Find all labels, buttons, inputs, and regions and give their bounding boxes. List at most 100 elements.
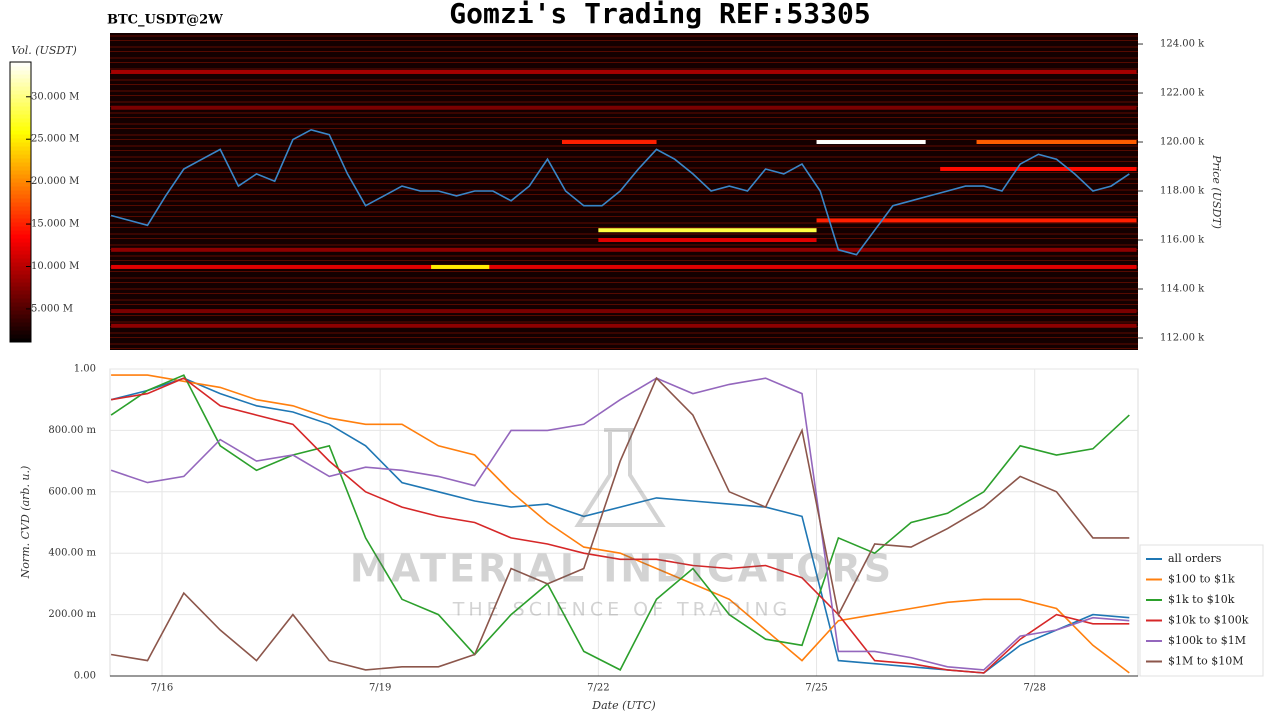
colorbar-segment	[10, 142, 31, 147]
colorbar-segment	[10, 138, 31, 143]
colorbar-segment	[10, 194, 31, 199]
heatmap-background	[110, 33, 1138, 350]
order-band	[562, 140, 657, 145]
x-tick-label: 7/25	[805, 683, 827, 694]
order-band	[431, 264, 490, 269]
order-band	[598, 238, 817, 243]
colorbar-segment	[10, 274, 31, 279]
x-axis-label: Date (UTC)	[591, 699, 655, 712]
colorbar-segment	[10, 162, 31, 167]
colorbar-segment	[10, 314, 31, 319]
colorbar-segment	[10, 198, 31, 203]
colorbar-tick-label: 15.000 M	[31, 219, 79, 230]
x-tick-label: 7/22	[587, 683, 609, 694]
colorbar-segment	[10, 298, 31, 303]
colorbar-label: Vol. (USDT)	[11, 44, 77, 57]
colorbar-tick-label: 20.000 M	[31, 176, 79, 187]
colorbar-segment	[10, 130, 31, 135]
colorbar-segment	[10, 166, 31, 171]
colorbar-segment	[10, 154, 31, 159]
order-band	[111, 264, 1137, 269]
y-axis-label: Norm. CVD (arb. u.)	[19, 466, 32, 580]
colorbar-segment	[10, 242, 31, 247]
x-tick-label: 7/19	[369, 683, 391, 694]
colorbar-segment	[10, 294, 31, 299]
order-band	[816, 140, 926, 145]
cvd-line	[110, 374, 1130, 671]
colorbar-segment	[10, 106, 31, 111]
order-band	[816, 218, 1137, 223]
colorbar-segment	[10, 254, 31, 259]
colorbar-segment	[10, 262, 31, 267]
order-band	[111, 69, 1137, 74]
colorbar-segment	[10, 182, 31, 187]
colorbar-segment	[10, 230, 31, 235]
colorbar-tick-label: 25.000 M	[31, 134, 79, 145]
colorbar-segment	[10, 118, 31, 123]
colorbar-segment	[10, 126, 31, 131]
colorbar-segment	[10, 70, 31, 75]
page-title: Gomzi's Trading REF:53305	[449, 0, 870, 30]
y-tick-label: 200.00 m	[48, 609, 96, 620]
colorbar-segment	[10, 110, 31, 115]
colorbar-segment	[10, 102, 31, 107]
colorbar-segment	[10, 214, 31, 219]
colorbar-segment	[10, 322, 31, 327]
colorbar-segment	[10, 226, 31, 231]
y-tick-label: 118.00 k	[1160, 186, 1205, 197]
y-tick-label: 400.00 m	[48, 548, 96, 559]
colorbar-tick-label: 5.000 M	[31, 303, 73, 314]
y-axis-label: Price (USDT)	[1210, 154, 1223, 229]
colorbar-segment	[10, 86, 31, 91]
legend-label: $1M to $10M	[1168, 655, 1244, 668]
colorbar-segment	[10, 310, 31, 315]
colorbar-segment	[10, 270, 31, 275]
colorbar-segment	[10, 98, 31, 103]
colorbar-segment	[10, 122, 31, 127]
colorbar-segment	[10, 114, 31, 119]
colorbar-segment	[10, 206, 31, 211]
colorbar-segment	[10, 290, 31, 295]
legend-label: $100k to $1M	[1168, 634, 1246, 647]
x-tick-label: 7/16	[151, 683, 173, 694]
colorbar-segment	[10, 338, 31, 343]
colorbar-tick-label: 30.000 M	[31, 91, 79, 102]
legend-label: all orders	[1168, 552, 1222, 565]
colorbar-segment	[10, 302, 31, 307]
legend-label: $1k to $10k	[1168, 593, 1235, 606]
order-band	[111, 105, 1137, 110]
legend-box	[1139, 544, 1264, 677]
colorbar-segment	[10, 286, 31, 291]
y-tick-label: 120.00 k	[1160, 137, 1205, 148]
y-tick-label: 112.00 k	[1160, 332, 1205, 343]
colorbar-segment	[10, 62, 31, 67]
plot-area	[109, 368, 1139, 677]
order-band	[111, 247, 1137, 252]
y-tick-label: 122.00 k	[1160, 88, 1205, 99]
order-band	[111, 323, 1137, 328]
colorbar-segment	[10, 150, 31, 155]
cvd-line	[111, 374, 1130, 674]
price-line	[110, 128, 1130, 256]
colorbar-segment	[10, 266, 31, 271]
chart-subtitle: BTC_USDT@2W	[107, 13, 223, 28]
colorbar-segment	[10, 82, 31, 87]
colorbar-segment	[10, 190, 31, 195]
colorbar-segment	[10, 202, 31, 207]
colorbar-segment	[10, 186, 31, 191]
legend-label: $100 to $1k	[1168, 573, 1235, 586]
y-tick-label: 0.00	[74, 671, 96, 682]
order-band	[598, 228, 817, 233]
colorbar-segment	[10, 74, 31, 79]
colorbar-segment	[10, 146, 31, 151]
colorbar-segment	[10, 334, 31, 339]
colorbar-segment	[10, 158, 31, 163]
y-tick-label: 800.00 m	[48, 425, 96, 436]
watermark-title: MATERIAL INDICATORS	[350, 547, 894, 591]
colorbar-segment	[10, 210, 31, 215]
colorbar-segment	[10, 326, 31, 331]
colorbar-segment	[10, 330, 31, 335]
colorbar-segment	[10, 78, 31, 83]
y-tick-label: 1.00	[74, 364, 96, 375]
